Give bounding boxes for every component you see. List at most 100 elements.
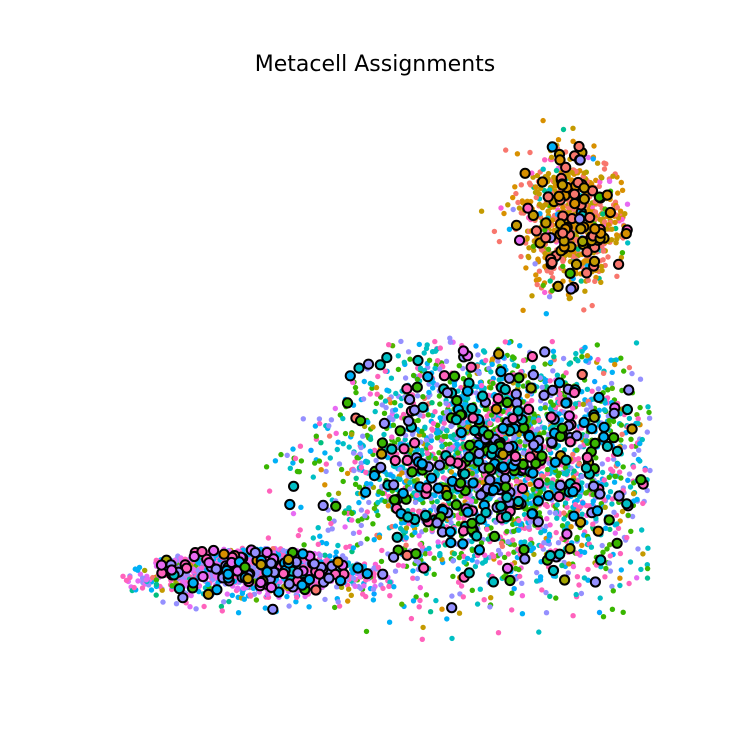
metacell-point: [553, 491, 565, 503]
cell-point: [367, 436, 374, 443]
cell-point: [135, 578, 141, 584]
cell-point: [609, 369, 615, 375]
metacell-point: [497, 422, 509, 434]
cell-point: [482, 406, 489, 412]
cell-point: [538, 405, 544, 412]
cell-point: [549, 484, 555, 490]
cell-point: [615, 461, 621, 467]
metacell-point: [261, 546, 273, 559]
cell-point: [637, 376, 644, 382]
cell-point: [524, 393, 530, 399]
cell-point: [618, 355, 624, 361]
cell-point: [298, 458, 305, 464]
cell-point: [489, 356, 496, 362]
cell-point: [586, 503, 592, 509]
cell-point: [142, 567, 148, 574]
cell-point: [349, 510, 355, 517]
cell-point: [345, 598, 351, 604]
cell-point: [468, 498, 475, 504]
metacell-point: [493, 348, 505, 360]
cell-point: [614, 521, 620, 527]
metacell-point: [480, 506, 492, 519]
metacell-point: [202, 588, 214, 600]
cell-point: [361, 583, 367, 589]
cell-point: [315, 525, 321, 531]
cell-point: [392, 407, 399, 413]
cell-point: [531, 551, 537, 558]
metacell-point: [556, 179, 569, 191]
cell-point: [431, 504, 437, 510]
cell-point: [517, 343, 523, 349]
metacell-point: [542, 191, 554, 203]
cell-point: [403, 535, 409, 541]
cell-point: [633, 340, 640, 346]
cell-point: [544, 516, 550, 522]
cell-point: [630, 491, 637, 497]
metacell-point: [374, 359, 386, 371]
cell-point: [602, 574, 608, 580]
cell-point: [511, 362, 517, 368]
cell-point: [410, 568, 416, 574]
cell-point: [529, 397, 535, 404]
cell-point: [443, 409, 450, 415]
cell-point: [399, 601, 405, 607]
cell-point: [371, 591, 377, 597]
cell-point: [582, 344, 588, 351]
cell-point: [610, 468, 616, 474]
cell-point: [287, 465, 293, 471]
cell-point: [553, 595, 559, 601]
cell-point: [626, 415, 633, 422]
cell-point: [601, 160, 607, 166]
cell-point: [585, 277, 591, 283]
cell-point: [354, 454, 360, 461]
cell-point: [594, 160, 601, 166]
cell-point: [272, 458, 279, 464]
cell-point: [218, 603, 225, 610]
metacell-point: [504, 574, 516, 587]
cell-point: [627, 559, 634, 565]
cell-point: [318, 467, 324, 473]
cell-point: [542, 157, 548, 163]
metacell-point: [589, 223, 601, 235]
cell-point: [416, 533, 422, 539]
cell-point: [332, 604, 338, 611]
metacell-point: [406, 466, 418, 478]
cell-point: [527, 481, 534, 487]
cell-point: [612, 473, 618, 479]
cell-point: [316, 420, 323, 427]
cell-point: [636, 447, 642, 453]
cell-point: [615, 525, 622, 531]
metacell-point: [553, 377, 566, 389]
metacell-point: [503, 372, 515, 384]
cell-point: [327, 455, 333, 461]
metacell-point: [595, 554, 607, 566]
metacell-point: [560, 161, 572, 173]
cell-point: [386, 583, 392, 590]
cell-point: [519, 611, 526, 617]
metacell-point: [389, 455, 401, 467]
cell-point: [606, 542, 613, 548]
cell-point: [326, 423, 332, 429]
cell-point: [465, 424, 471, 430]
metacell-point: [469, 424, 481, 437]
cell-point: [610, 418, 617, 425]
cell-point: [284, 452, 290, 458]
metacell-point: [527, 467, 539, 479]
cell-point: [415, 417, 421, 424]
cell-point: [169, 583, 175, 589]
cell-point: [201, 603, 207, 610]
cell-point: [373, 400, 380, 407]
cell-point: [548, 154, 555, 160]
cell-point: [574, 447, 580, 453]
cell-point: [460, 594, 466, 600]
cell-point: [578, 590, 585, 597]
metacell-point: [623, 384, 635, 396]
cell-point: [550, 402, 556, 408]
cell-point: [637, 404, 643, 411]
cell-point: [531, 419, 537, 425]
cell-point: [510, 194, 516, 201]
cell-point: [395, 562, 402, 568]
metacell-point: [519, 167, 531, 179]
cell-point: [513, 565, 519, 572]
metacell-point: [388, 551, 400, 563]
